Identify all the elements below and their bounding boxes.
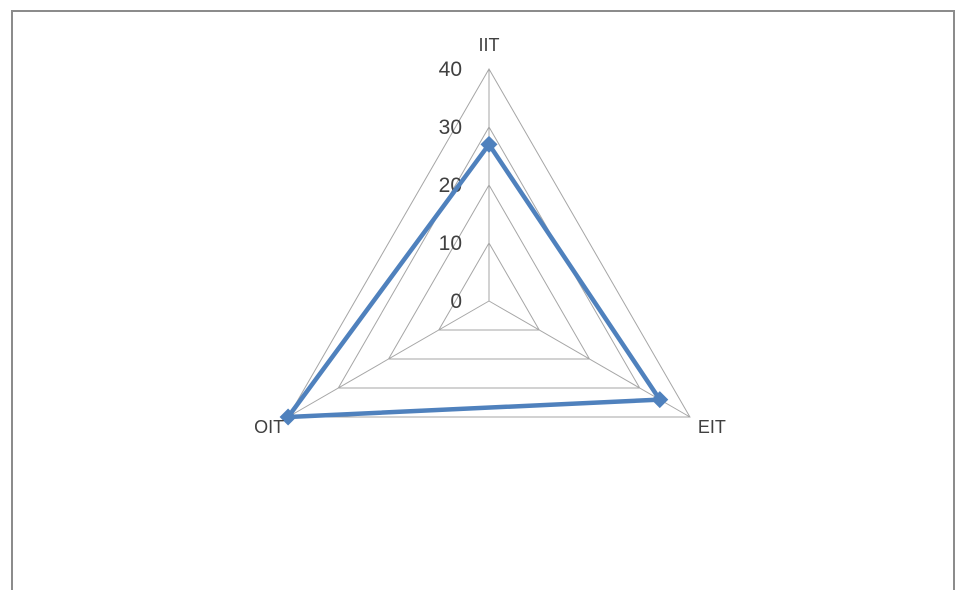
chart-area [11,10,955,590]
tick-label-0: 0 [450,290,462,313]
grid-ring-10 [437,242,541,331]
data-point-oit [279,408,297,426]
category-label-eit: EIT [698,417,726,437]
series-group [279,135,669,426]
grid-ring-20 [387,183,591,360]
tick-label-30: 30 [439,116,462,139]
tick-label-40: 40 [439,58,462,81]
tick-label-10: 10 [439,232,462,255]
radar-tick-labels: 40 30 20 10 0 [439,58,462,313]
data-point-iit [480,135,498,153]
grid-ring-40 [287,68,691,418]
category-label-oit: OIT [254,417,284,437]
data-point-eit [651,391,669,409]
category-labels: IIT EIT OIT [254,35,726,437]
series-line [285,142,663,420]
category-label-iit: IIT [479,35,500,55]
axis-spoke-oit [287,300,490,418]
radar-axes [287,69,691,418]
